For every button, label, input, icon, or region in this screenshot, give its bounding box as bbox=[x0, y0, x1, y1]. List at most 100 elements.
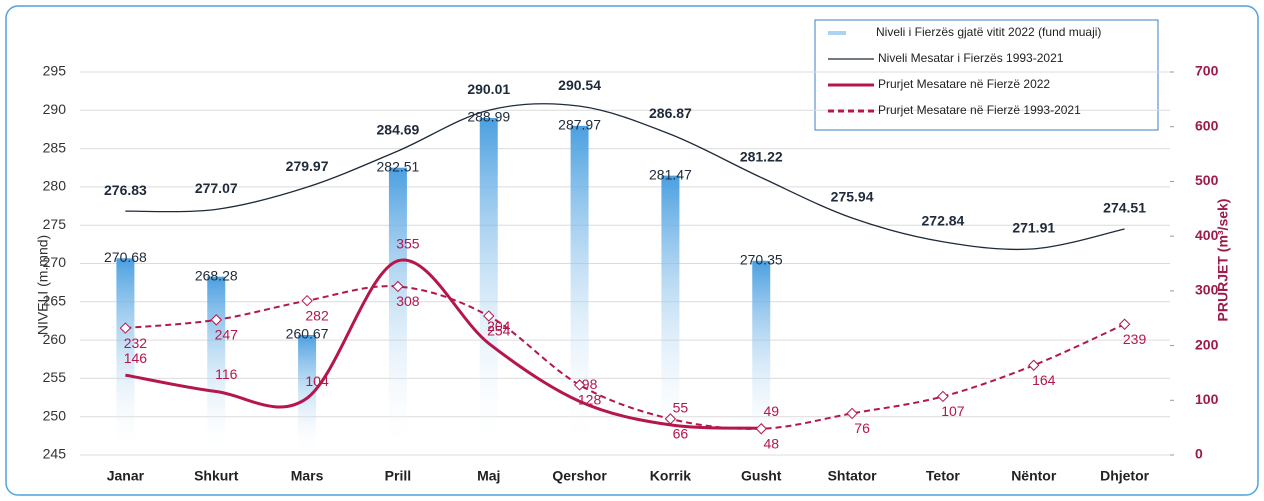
data-label: 284.69 bbox=[377, 122, 420, 138]
marker bbox=[573, 379, 586, 391]
x-tick-label: Prill bbox=[385, 468, 411, 484]
marker bbox=[937, 390, 949, 403]
y2-tick-label: 600 bbox=[1195, 117, 1219, 133]
bar bbox=[479, 118, 498, 456]
bar-label: 287.97 bbox=[558, 117, 601, 133]
marker bbox=[483, 310, 495, 322]
data-label: 66 bbox=[673, 426, 689, 442]
marker bbox=[392, 280, 404, 293]
data-label: 247 bbox=[215, 327, 239, 343]
legend-label: Niveli i Fierzës gjatë vitit 2022 (fund … bbox=[876, 25, 1101, 39]
y-tick-label: 250 bbox=[43, 407, 67, 423]
legend-label: Prurjet Mesatare në Fierzë 2022 bbox=[878, 77, 1050, 91]
marker bbox=[755, 423, 767, 435]
bar bbox=[298, 334, 317, 455]
marker bbox=[301, 294, 313, 307]
data-label: 286.87 bbox=[649, 105, 692, 121]
data-label: 276.83 bbox=[104, 182, 147, 198]
bar-label: 270.35 bbox=[740, 252, 783, 268]
x-tick-label: Mars bbox=[291, 468, 324, 484]
x-tick-label: Dhjetor bbox=[1100, 468, 1150, 484]
data-label: 275.94 bbox=[831, 189, 874, 205]
y2-tick-label: 0 bbox=[1195, 446, 1203, 462]
data-label: 272.84 bbox=[922, 212, 965, 228]
y2-tick-label: 200 bbox=[1195, 336, 1219, 352]
data-label: 232 bbox=[124, 335, 148, 351]
marker bbox=[210, 314, 222, 326]
x-tick-label: Shtator bbox=[828, 468, 878, 484]
data-label: 55 bbox=[673, 400, 689, 416]
data-label: 104 bbox=[305, 373, 329, 389]
x-tick-label: Nëntor bbox=[1011, 468, 1057, 484]
x-tick-label: Janar bbox=[107, 468, 145, 484]
data-label: 128 bbox=[578, 392, 602, 408]
bar-label: 282.51 bbox=[377, 158, 420, 174]
data-label: 308 bbox=[396, 293, 420, 309]
marker bbox=[119, 322, 132, 334]
y-tick-label: 265 bbox=[43, 293, 67, 309]
y2-axis-label: PRURJET (m³/sek) bbox=[1215, 199, 1231, 322]
data-label: 290.54 bbox=[558, 77, 601, 93]
y-tick-label: 260 bbox=[43, 331, 67, 347]
bar bbox=[116, 258, 135, 455]
y-tick-label: 245 bbox=[43, 446, 67, 462]
data-label: 290.01 bbox=[467, 81, 510, 97]
data-label: 146 bbox=[124, 350, 148, 366]
x-tick-label: Qershor bbox=[552, 468, 607, 484]
bar-label: 268.28 bbox=[195, 267, 238, 283]
bar-label: 270.68 bbox=[104, 249, 147, 265]
x-tick-label: Maj bbox=[477, 468, 500, 484]
marker bbox=[1118, 318, 1131, 330]
data-label: 239 bbox=[1123, 331, 1147, 347]
line bbox=[125, 258, 762, 430]
x-tick-label: Shkurt bbox=[194, 468, 239, 484]
data-label: 282 bbox=[305, 307, 329, 323]
bar bbox=[388, 167, 407, 455]
y2-tick-label: 300 bbox=[1195, 282, 1219, 298]
dashed-line bbox=[125, 285, 1125, 430]
data-label: 49 bbox=[763, 403, 779, 419]
data-label: 274.51 bbox=[1103, 200, 1146, 216]
y-tick-label: 280 bbox=[43, 178, 67, 194]
data-label: 204 bbox=[487, 318, 511, 334]
y2-tick-label: 100 bbox=[1195, 391, 1219, 407]
bar bbox=[752, 260, 771, 455]
data-label: 116 bbox=[215, 366, 238, 382]
y-axis-label: NIVELI (m.mnd) bbox=[35, 235, 51, 335]
bar-label: 281.47 bbox=[649, 166, 692, 182]
y-tick-label: 285 bbox=[43, 139, 67, 155]
y2-tick-label: 400 bbox=[1195, 227, 1219, 243]
bar bbox=[207, 276, 226, 455]
data-label: 164 bbox=[1032, 372, 1056, 388]
data-label: 48 bbox=[763, 435, 779, 451]
legend-label: Niveli Mesatar i Fierzës 1993-2021 bbox=[878, 51, 1064, 65]
y-tick-label: 275 bbox=[43, 216, 67, 232]
data-label: 254 bbox=[487, 323, 511, 339]
legend-label: Prurjet Mesatare në Fierzë 1993-2021 bbox=[878, 103, 1081, 117]
y-tick-label: 295 bbox=[43, 63, 67, 79]
bar bbox=[570, 125, 589, 456]
data-label: 76 bbox=[854, 420, 870, 436]
data-label: 279.97 bbox=[286, 158, 329, 174]
bar bbox=[661, 175, 680, 455]
marker bbox=[664, 413, 677, 425]
line bbox=[125, 103, 1125, 251]
marker bbox=[846, 407, 858, 420]
y2-tick-label: 700 bbox=[1195, 63, 1219, 79]
data-label: 355 bbox=[396, 235, 420, 251]
marker bbox=[1028, 359, 1040, 371]
x-tick-label: Gusht bbox=[741, 468, 782, 484]
bar-label: 260.67 bbox=[286, 326, 329, 342]
y2-tick-label: 500 bbox=[1195, 172, 1219, 188]
legend-swatch bbox=[828, 31, 846, 35]
data-label: 107 bbox=[941, 403, 965, 419]
x-tick-label: Tetor bbox=[926, 468, 961, 484]
x-tick-label: Korrik bbox=[650, 468, 691, 484]
data-label: 277.07 bbox=[195, 180, 238, 196]
bar-label: 288.99 bbox=[467, 109, 510, 125]
y-tick-label: 290 bbox=[43, 101, 67, 117]
y-tick-label: 255 bbox=[43, 369, 67, 385]
y-tick-label: 270 bbox=[43, 254, 67, 270]
frame bbox=[5, 5, 1259, 496]
